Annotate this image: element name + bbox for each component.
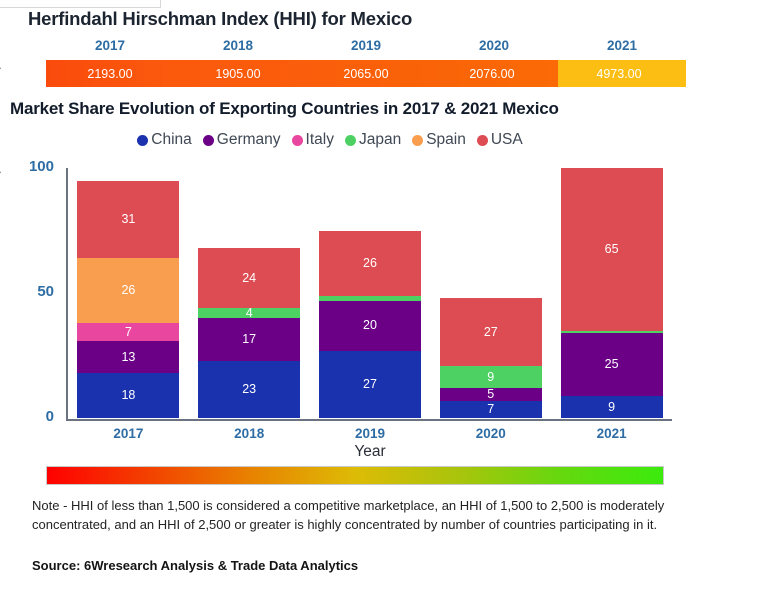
stacked-bar-2018[interactable]: 23 17 4 24 bbox=[198, 248, 301, 418]
hhi-value-2019: 2065.00 bbox=[302, 60, 430, 87]
bar-segment-spain-2017[interactable]: 26 bbox=[77, 258, 180, 323]
x-tick-2020: 2020 bbox=[475, 426, 506, 441]
legend-label: Germany bbox=[216, 131, 281, 148]
hhi-year-2020: 2020 bbox=[478, 38, 510, 53]
bar-segment-china-2017[interactable]: 18 bbox=[77, 373, 180, 418]
bar-segment-germany-2020[interactable]: 5 bbox=[439, 388, 542, 401]
bar-segment-italy-2017[interactable]: 7 bbox=[77, 323, 180, 341]
hhi-year-2021: 2021 bbox=[606, 38, 638, 53]
hhi-year-header: 2017 2018 2019 2020 2021 bbox=[46, 38, 686, 56]
hhi-value-2020: 2076.00 bbox=[430, 60, 558, 87]
concentration-gradient-strip bbox=[46, 466, 664, 485]
hhi-value-text: 2193.00 bbox=[87, 66, 133, 81]
window-corner-artifact bbox=[0, 0, 161, 8]
chart-title: Market Share Evolution of Exporting Coun… bbox=[10, 99, 559, 118]
y-axis-line bbox=[66, 168, 68, 420]
bar-slot-2021: 9 25 65 bbox=[551, 168, 672, 418]
bar-slot-2018: 23 17 4 24 bbox=[189, 168, 310, 418]
legend-item-germany[interactable]: Germany bbox=[202, 131, 281, 149]
bar-slot-2020: 7 5 9 27 bbox=[430, 168, 551, 418]
hhi-value-text: 2065.00 bbox=[343, 66, 389, 81]
legend-swatch-icon bbox=[291, 134, 303, 146]
stacked-bars: 18 13 7 26 31 23 17 4 24 27 20 26 7 5 9 27 9 25 65 bbox=[68, 168, 672, 418]
x-tick-2018: 2018 bbox=[234, 426, 265, 441]
x-tick-2021: 2021 bbox=[596, 426, 627, 441]
bar-segment-germany-2017[interactable]: 13 bbox=[77, 340, 180, 373]
hhi-value-text: 4973.00 bbox=[596, 66, 642, 81]
legend-swatch-icon bbox=[476, 134, 488, 146]
y-tick-0: 0 bbox=[45, 408, 54, 425]
bar-segment-usa-2017[interactable]: 31 bbox=[77, 180, 180, 258]
hhi-title: Herfindahl Hirschman Index (HHI) for Mex… bbox=[28, 8, 413, 29]
hhi-year-2017: 2017 bbox=[94, 38, 126, 53]
x-axis-line bbox=[66, 419, 672, 421]
y-axis-label: Share(% Value Share) bbox=[0, 64, 2, 218]
y-tick-50: 50 bbox=[37, 283, 54, 300]
bar-slot-2017: 18 13 7 26 31 bbox=[68, 168, 189, 418]
legend-item-japan[interactable]: Japan bbox=[344, 131, 402, 149]
bar-segment-usa-2019[interactable]: 26 bbox=[318, 230, 421, 296]
bar-segment-germany-2018[interactable]: 17 bbox=[198, 318, 301, 361]
hhi-year-2018: 2018 bbox=[222, 38, 254, 53]
bar-segment-china-2019[interactable]: 27 bbox=[318, 350, 421, 418]
legend-item-usa[interactable]: USA bbox=[476, 131, 523, 149]
hhi-value-bar: 2193.00 1905.00 2065.00 2076.00 4973.00 bbox=[46, 60, 686, 87]
hhi-value-text: 2076.00 bbox=[469, 66, 515, 81]
stacked-bar-2020[interactable]: 7 5 9 27 bbox=[439, 298, 542, 418]
chart-legend: China Germany Italy Japan Spain USA bbox=[0, 131, 660, 149]
bar-segment-china-2021[interactable]: 9 bbox=[560, 395, 663, 418]
bar-segment-japan-2021[interactable] bbox=[560, 330, 663, 333]
bar-segment-japan-2019[interactable] bbox=[318, 295, 421, 301]
hhi-value-2017: 2193.00 bbox=[46, 60, 174, 87]
plot-area: 18 13 7 26 31 23 17 4 24 27 20 26 7 5 9 27 9 25 65 bbox=[68, 168, 672, 418]
bar-segment-china-2020[interactable]: 7 bbox=[439, 400, 542, 418]
legend-item-china[interactable]: China bbox=[137, 131, 192, 149]
bar-segment-usa-2020[interactable]: 27 bbox=[439, 298, 542, 366]
legend-label: Italy bbox=[305, 131, 334, 148]
legend-swatch-icon bbox=[412, 134, 424, 146]
legend-label: China bbox=[151, 131, 192, 148]
bar-segment-usa-2018[interactable]: 24 bbox=[198, 248, 301, 308]
legend-swatch-icon bbox=[344, 134, 356, 146]
hhi-value-2018: 1905.00 bbox=[174, 60, 302, 87]
legend-swatch-icon bbox=[137, 134, 149, 146]
legend-swatch-icon bbox=[202, 134, 214, 146]
bar-segment-germany-2019[interactable]: 20 bbox=[318, 300, 421, 351]
bar-slot-2019: 27 20 26 bbox=[310, 168, 431, 418]
x-tick-2017: 2017 bbox=[113, 426, 144, 441]
hhi-year-2019: 2019 bbox=[350, 38, 382, 53]
bar-segment-usa-2021[interactable]: 65 bbox=[560, 168, 663, 331]
bar-segment-japan-2020[interactable]: 9 bbox=[439, 365, 542, 388]
bar-segment-china-2018[interactable]: 23 bbox=[198, 360, 301, 418]
legend-label: USA bbox=[490, 131, 523, 148]
footer-source: Source: 6Wresearch Analysis & Trade Data… bbox=[32, 558, 359, 573]
hhi-value-text: 1905.00 bbox=[215, 66, 261, 81]
legend-item-italy[interactable]: Italy bbox=[291, 131, 334, 149]
x-axis-label: Year bbox=[354, 443, 386, 460]
hhi-value-2021: 4973.00 bbox=[558, 60, 686, 87]
stacked-bar-2021[interactable]: 9 25 65 bbox=[560, 168, 663, 418]
legend-item-spain[interactable]: Spain bbox=[412, 131, 466, 149]
y-tick-100: 100 bbox=[28, 158, 54, 175]
x-tick-2019: 2019 bbox=[354, 426, 386, 441]
legend-label: Japan bbox=[358, 131, 402, 148]
stacked-bar-2019[interactable]: 27 20 26 bbox=[318, 230, 421, 418]
stacked-bar-2017[interactable]: 18 13 7 26 31 bbox=[77, 180, 180, 418]
bar-segment-japan-2018[interactable]: 4 bbox=[198, 308, 301, 318]
legend-label: Spain bbox=[426, 131, 466, 148]
footer-note: Note - HHI of less than 1,500 is conside… bbox=[32, 498, 665, 532]
bar-segment-germany-2021[interactable]: 25 bbox=[560, 333, 663, 396]
